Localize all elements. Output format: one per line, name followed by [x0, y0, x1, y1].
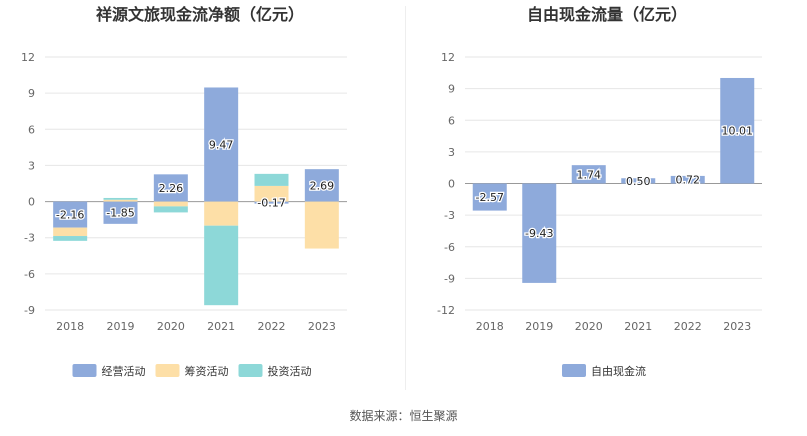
data-label: 0.50: [626, 175, 651, 188]
bar-筹资活动-2019: [103, 199, 138, 202]
bar-经营活动-2020: [153, 174, 188, 202]
bar-经营活动-2023: [304, 169, 339, 202]
y-tick-label: 0: [448, 178, 455, 191]
data-label: 0.72: [676, 174, 701, 187]
y-tick-label: 12: [441, 51, 455, 64]
legend-swatch: [562, 364, 586, 377]
y-tick-label: 9: [448, 83, 455, 96]
y-tick-label: -9: [24, 304, 35, 317]
bar-投资活动-2022: [254, 173, 289, 186]
bar-筹资活动-2020: [153, 201, 188, 207]
data-label: -9.43: [525, 227, 553, 240]
bar-投资活动-2021: [204, 225, 239, 306]
bar-自由现金流-2019: [522, 183, 557, 283]
cash-flow-net-chart: 祥源文旅现金流净额（亿元） 12 9 6 3 0 -3 -6 -9 2018 2019 2020 202…: [0, 0, 400, 400]
y-tick-label: 12: [21, 51, 35, 64]
x-tick-label: 2021: [207, 320, 235, 333]
legend-swatch: [155, 364, 180, 377]
legend-label: 投资活动: [268, 364, 312, 378]
y-tick-label: 6: [448, 114, 455, 127]
chart-divider: [405, 6, 406, 390]
y-tick-label: 3: [28, 159, 35, 172]
data-label: 9.47: [209, 139, 234, 152]
y-tick-label: -6: [444, 241, 455, 254]
data-label: 2.69: [310, 179, 335, 192]
legend-label: 自由现金流: [591, 364, 646, 378]
data-label: -2.57: [476, 191, 504, 204]
x-tick-label: 2022: [258, 320, 286, 333]
bar-自由现金流-2018: [472, 183, 507, 211]
free-cash-flow-chart: 自由现金流量（亿元） 12 9 6 3 0 -3 -6 -9 -12 2018 2019 2020 202…: [407, 0, 807, 400]
bar-自由现金流-2020: [571, 165, 606, 184]
y-tick-label: 6: [28, 123, 35, 136]
x-tick-label: 2018: [56, 320, 84, 333]
x-tick-label: 2020: [575, 320, 603, 333]
bar-筹资活动-2022: [254, 185, 289, 202]
x-tick-label: 2023: [723, 320, 751, 333]
x-tick-label: 2019: [107, 320, 135, 333]
data-label: -1.85: [106, 207, 134, 220]
x-tick-label: 2020: [157, 320, 185, 333]
chart-title: 自由现金流量（亿元）: [527, 5, 687, 24]
cash-flow-net-svg: 祥源文旅现金流净额（亿元） 12 9 6 3 0 -3 -6 -9 2018 2019 2020 202…: [21, 5, 347, 378]
bar-经营活动-2019: [103, 201, 138, 224]
x-tick-label: 2022: [674, 320, 702, 333]
bar-自由现金流-2022: [670, 175, 705, 184]
x-tick-label: 2021: [624, 320, 652, 333]
bar-经营活动-2021: [204, 87, 239, 202]
data-source-note: 数据来源：恒生聚源: [349, 409, 458, 423]
y-tick-label: -3: [444, 209, 455, 222]
y-tick-label: 0: [28, 196, 35, 209]
legend-swatch: [72, 364, 97, 377]
bar-筹资活动-2021: [204, 201, 239, 226]
free-cash-flow-svg: 自由现金流量（亿元） 12 9 6 3 0 -3 -6 -9 -12 2018 2019 2020 202…: [437, 5, 762, 378]
chart-title: 祥源文旅现金流净额（亿元）: [96, 5, 304, 24]
y-tick-label: -12: [437, 304, 455, 317]
data-label: 2.26: [159, 182, 184, 195]
data-label: 1.74: [577, 168, 602, 181]
x-tick-label: 2018: [476, 320, 504, 333]
bar-投资活动-2019: [103, 197, 138, 200]
x-tick-label: 2023: [308, 320, 336, 333]
y-tick-label: -9: [444, 272, 455, 285]
bar-经营活动-2022: [254, 201, 289, 204]
y-tick-label: 3: [448, 146, 455, 159]
bar-自由现金流-2023: [720, 77, 755, 184]
legend-swatch: [238, 364, 263, 377]
legend-label: 经营活动: [102, 364, 146, 378]
y-tick-label: 9: [28, 87, 35, 100]
data-label: -2.16: [56, 209, 84, 222]
bar-投资活动-2020: [153, 206, 188, 213]
bar-筹资活动-2023: [304, 201, 339, 249]
bar-筹资活动-2018: [53, 227, 88, 237]
data-label: 10.01: [722, 125, 754, 138]
bar-经营活动-2018: [53, 201, 88, 228]
y-tick-label: -3: [24, 232, 35, 245]
x-tick-label: 2019: [525, 320, 553, 333]
bar-投资活动-2018: [53, 236, 88, 241]
legend-label: 筹资活动: [185, 364, 229, 378]
bar-自由现金流-2021: [621, 178, 656, 184]
y-tick-label: -6: [24, 268, 35, 281]
data-label: -0.17: [257, 197, 285, 210]
